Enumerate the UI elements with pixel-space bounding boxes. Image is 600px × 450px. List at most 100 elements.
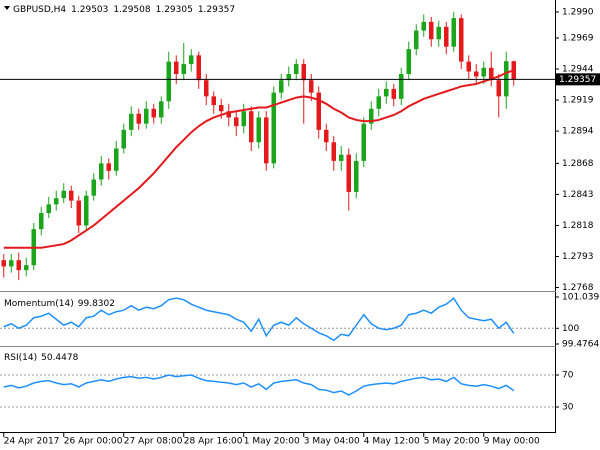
candle-body: [24, 265, 29, 271]
y-tick-label: 99.4764: [562, 340, 599, 350]
candle-body: [414, 30, 419, 50]
candle-body: [451, 18, 456, 47]
candle-body: [121, 129, 126, 149]
x-tick-label: 4 May 12:00: [364, 437, 420, 447]
candle-body: [399, 74, 404, 99]
candle-body: [406, 49, 411, 74]
indicator-name: RSI(14): [4, 353, 37, 363]
candle-body: [114, 148, 119, 171]
candle-body: [294, 64, 299, 74]
candle-body: [264, 117, 269, 164]
indicator-value: 99.8302: [78, 299, 115, 309]
ohlc-value: 1.29508: [113, 5, 150, 15]
candle-body: [99, 163, 104, 180]
current-price-label: 1.29357: [559, 75, 596, 85]
candle-body: [324, 129, 329, 143]
candle-body: [136, 113, 141, 124]
y-tick-label: 1.2944: [562, 65, 594, 75]
candle-body: [174, 61, 179, 74]
ohlc-value: 1.29357: [198, 5, 235, 15]
y-tick-label: 30: [562, 403, 574, 413]
candle-body: [384, 88, 389, 97]
chart-header: GBPUSD,H4 1.29503 1.29508 1.29305 1.29357: [13, 5, 235, 15]
candle-body: [39, 213, 44, 230]
candle-body: [61, 190, 66, 199]
candle-body: [84, 195, 89, 226]
indicator-value: 50.4478: [41, 353, 78, 363]
candle-body: [346, 154, 351, 192]
candle-body: [271, 92, 276, 164]
ohlc-value: 1.29503: [71, 5, 108, 15]
x-tick-label: 26 Apr 00:00: [64, 437, 123, 447]
candle-body: [76, 200, 81, 226]
candle-body: [459, 18, 464, 62]
candle-body: [489, 67, 494, 81]
candle-body: [496, 80, 501, 97]
candle-body: [436, 26, 441, 40]
candle-body: [429, 21, 434, 40]
candle-body: [354, 160, 359, 192]
indicator-label: Momentum(14) 99.8302: [4, 299, 115, 309]
indicator-line: [3, 374, 515, 396]
indicator-name: Momentum(14): [4, 299, 74, 309]
chart-title: GBPUSD,H4: [13, 5, 66, 15]
x-tick-label: 9 May 00:00: [484, 437, 540, 447]
candle-body: [481, 67, 486, 77]
candle-body: [474, 71, 479, 77]
candle-body: [46, 204, 51, 214]
x-tick-label: 1 May 20:00: [244, 437, 300, 447]
y-tick-label: 101.0396: [562, 293, 600, 303]
candle-body: [309, 80, 314, 93]
candle-body: [316, 92, 321, 130]
candle-body: [361, 123, 366, 161]
candle-body: [376, 96, 381, 109]
candle-body: [69, 190, 74, 201]
x-tick-label: 3 May 04:00: [304, 437, 360, 447]
candle-body: [166, 61, 171, 102]
candle-body: [106, 163, 111, 171]
y-tick-label: 1.2768: [562, 283, 594, 293]
candle-body: [189, 55, 194, 65]
candle-body: [286, 74, 291, 81]
candle-body: [234, 117, 239, 127]
x-tick-label: 27 Apr 08:00: [124, 437, 183, 447]
x-tick-label: 28 Apr 16:00: [184, 437, 243, 447]
y-tick-label: 70: [562, 371, 574, 381]
indicator-label: RSI(14) 50.4478: [4, 353, 79, 363]
candle-body: [16, 260, 21, 271]
moving-average: [3, 69, 515, 249]
candle-body: [301, 64, 306, 81]
candle-body: [204, 80, 209, 97]
candle-body: [91, 179, 96, 196]
candle-body: [504, 61, 509, 97]
candle-body: [219, 105, 224, 112]
candle-body: [181, 64, 186, 74]
candle-body: [331, 142, 336, 161]
candle-body: [144, 108, 149, 124]
y-tick-label: 1.2843: [562, 190, 594, 200]
x-tick-label: 24 Apr 2017: [4, 437, 60, 447]
candle-body: [159, 101, 164, 118]
x-tick-label: 5 May 20:00: [424, 437, 480, 447]
candle-body: [421, 21, 426, 31]
candle-body: [256, 117, 261, 143]
candle-body: [54, 198, 59, 205]
candle-body: [9, 260, 14, 267]
y-tick-label: 1.2818: [562, 221, 594, 231]
candle-body: [279, 80, 284, 93]
candle-body: [196, 55, 201, 81]
y-tick-label: 1.2894: [562, 127, 594, 137]
symbol-icon: [4, 6, 10, 10]
candle-body: [444, 26, 449, 47]
candle-body: [226, 111, 231, 118]
candle-body: [151, 108, 156, 118]
candle-body: [369, 108, 374, 124]
ohlc-value: 1.29305: [156, 5, 193, 15]
indicator-line: [3, 297, 515, 342]
candle-body: [241, 111, 246, 127]
y-tick-label: 1.2793: [562, 252, 594, 262]
candle-body: [391, 88, 396, 99]
y-tick-label: 100: [562, 324, 579, 334]
candle-body: [339, 154, 344, 161]
